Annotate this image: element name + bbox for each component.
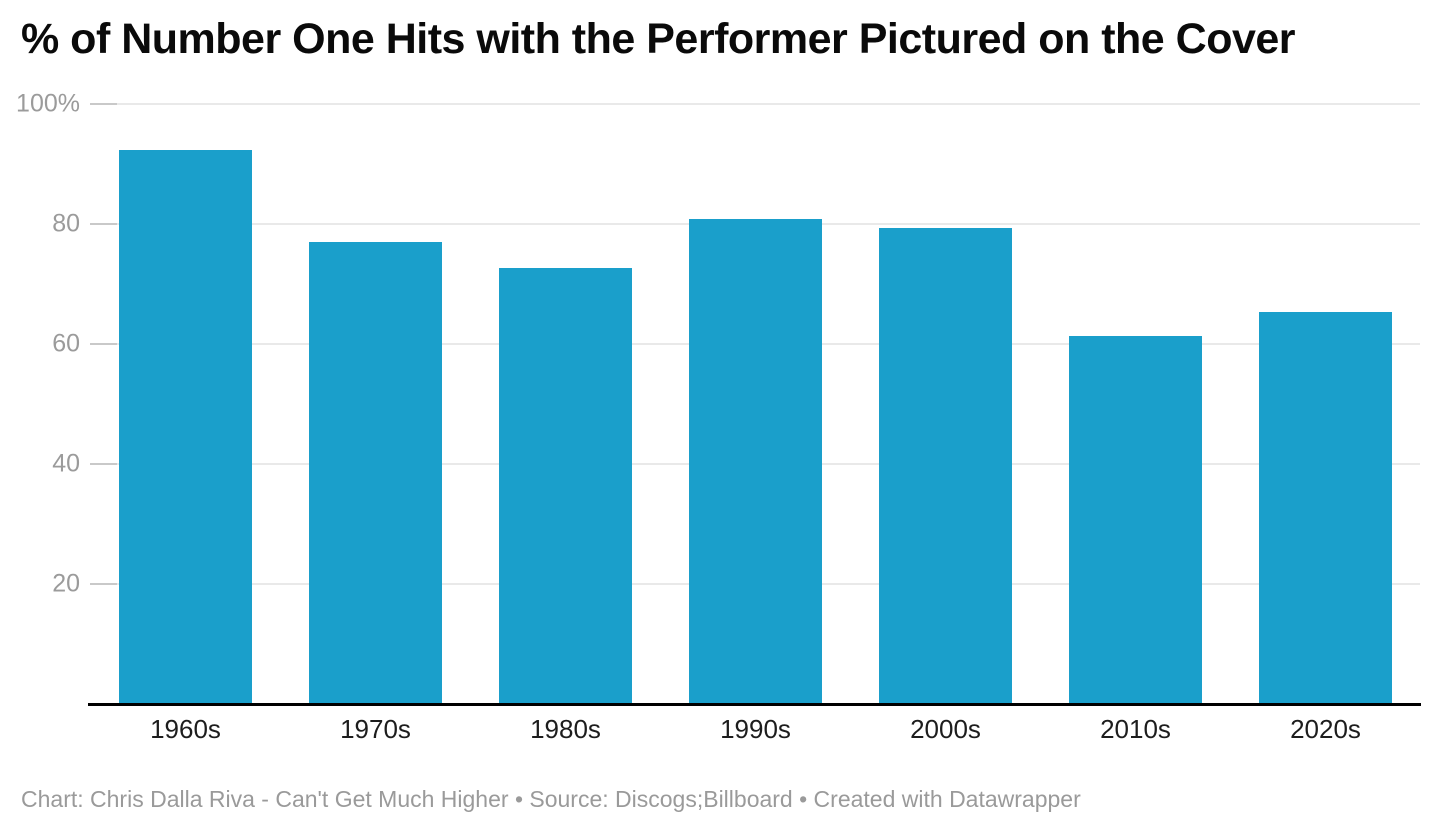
y-tick-mark-80 bbox=[90, 223, 117, 225]
x-axis-line bbox=[88, 703, 1421, 706]
chart-title: % of Number One Hits with the Performer … bbox=[21, 15, 1296, 63]
bar-1980s[interactable] bbox=[499, 268, 632, 703]
y-tick-label-80: 80 bbox=[52, 209, 80, 238]
bar-1960s[interactable] bbox=[119, 149, 252, 703]
x-tick-label-2020s: 2020s bbox=[1290, 714, 1361, 744]
bar-2020s[interactable] bbox=[1259, 312, 1392, 703]
x-tick-label-2010s: 2010s bbox=[1100, 714, 1171, 744]
x-tick-label-1980s: 1980s bbox=[530, 714, 601, 744]
bar-1970s[interactable] bbox=[309, 242, 442, 703]
bar-2000s[interactable] bbox=[879, 227, 1012, 703]
y-tick-label-20: 20 bbox=[52, 569, 80, 598]
bar-1990s[interactable] bbox=[689, 218, 822, 703]
y-tick-label-40: 40 bbox=[52, 449, 80, 478]
y-tick-mark-60 bbox=[90, 343, 117, 345]
chart-footer-credits: Chart: Chris Dalla Riva - Can't Get Much… bbox=[21, 786, 1081, 812]
x-tick-label-2000s: 2000s bbox=[910, 714, 981, 744]
x-tick-label-1990s: 1990s bbox=[720, 714, 791, 744]
y-tick-label-100: 100% bbox=[16, 89, 80, 118]
y-tick-mark-100 bbox=[90, 103, 117, 105]
x-tick-label-1960s: 1960s bbox=[150, 714, 221, 744]
x-tick-label-1970s: 1970s bbox=[340, 714, 411, 744]
y-tick-label-60: 60 bbox=[52, 329, 80, 358]
gridline-100 bbox=[90, 103, 1420, 105]
y-tick-mark-40 bbox=[90, 463, 117, 465]
y-tick-mark-20 bbox=[90, 583, 117, 585]
bar-2010s[interactable] bbox=[1069, 336, 1202, 703]
